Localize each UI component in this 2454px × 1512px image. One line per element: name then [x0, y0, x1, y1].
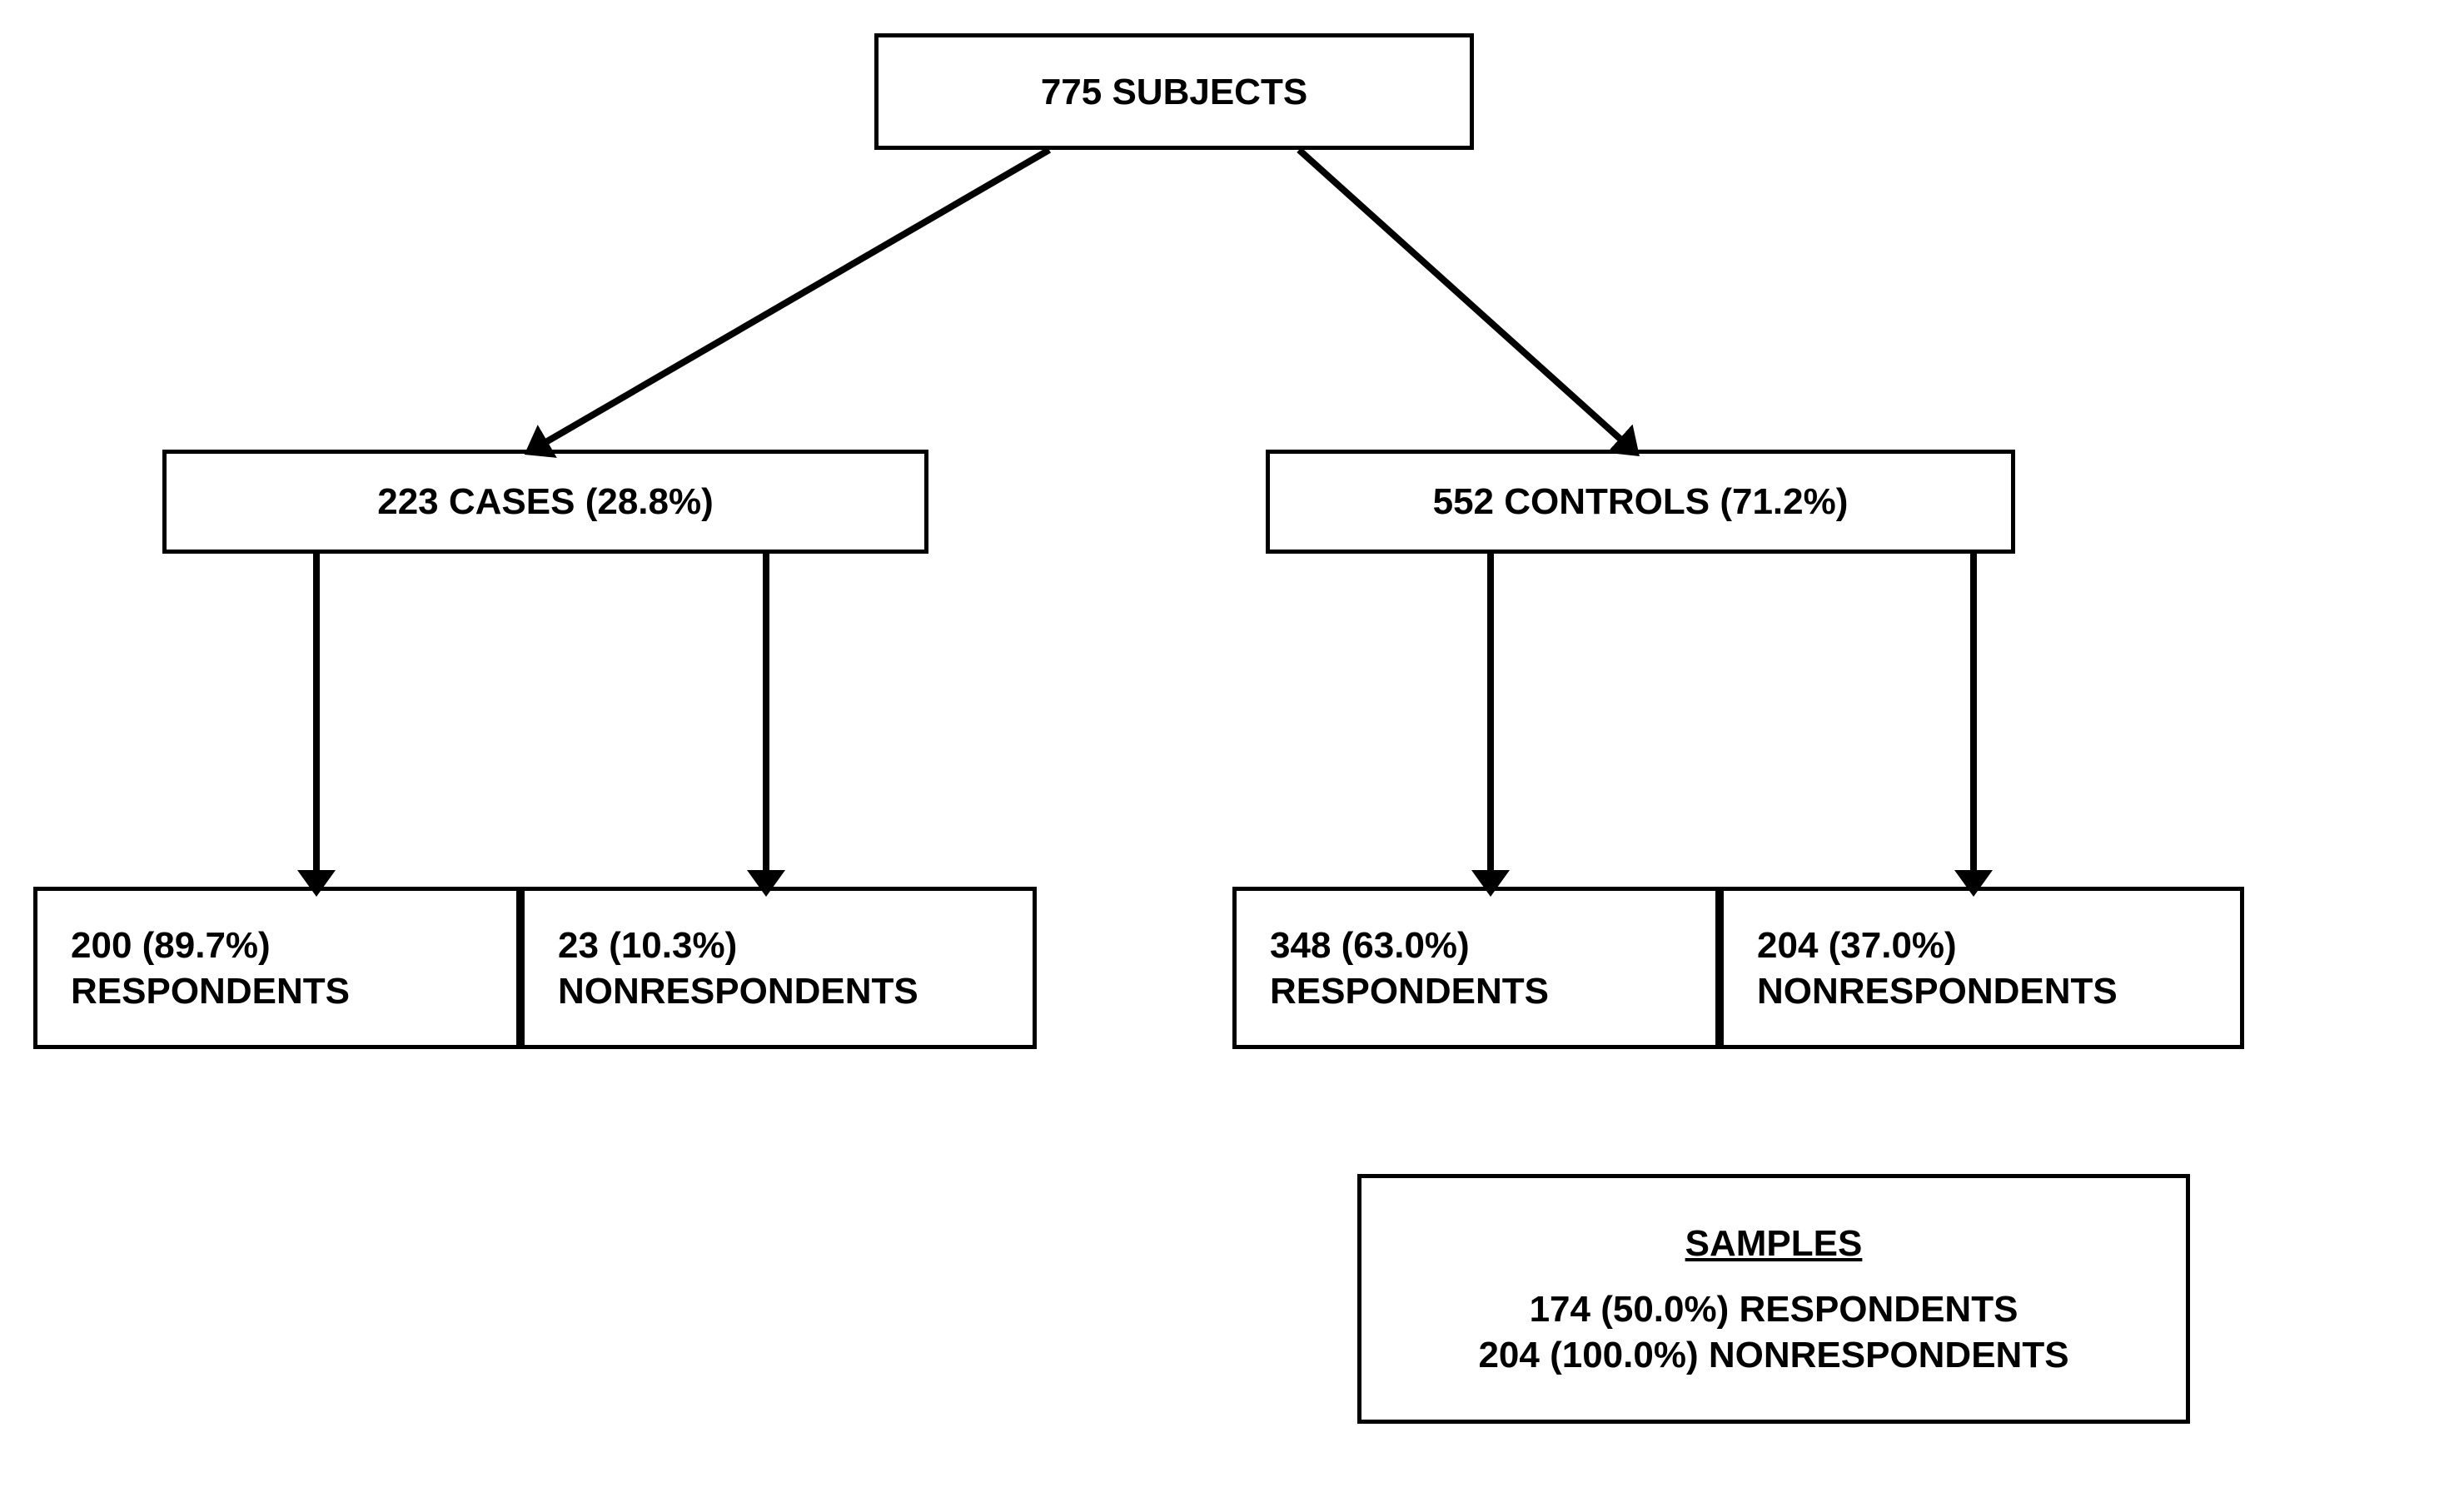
node-samples-nonrespondents: 204 (100.0%) NONRESPONDENTS	[1478, 1332, 2068, 1378]
node-controls-respondents-label: RESPONDENTS	[1270, 968, 1549, 1014]
node-subjects-label: 775 SUBJECTS	[1041, 69, 1307, 115]
node-controls-nonrespondents-label: NONRESPONDENTS	[1757, 968, 2118, 1014]
node-controls-label: 552 CONTROLS (71.2%)	[1433, 479, 1849, 525]
node-cases-respondents-count: 200 (89.7%)	[71, 923, 271, 968]
node-subjects: 775 SUBJECTS	[874, 33, 1474, 150]
edge-arrow	[533, 150, 1049, 450]
node-controls-respondents: 348 (63.0%) RESPONDENTS	[1232, 887, 1720, 1049]
node-cases-nonrespondents: 23 (10.3%) NONRESPONDENTS	[520, 887, 1037, 1049]
node-samples-respondents: 174 (50.0%) RESPONDENTS	[1530, 1286, 2018, 1332]
flowchart-canvas: 775 SUBJECTS 223 CASES (28.8%) 552 CONTR…	[0, 0, 2454, 1512]
node-cases: 223 CASES (28.8%)	[162, 450, 928, 554]
node-controls-nonrespondents: 204 (37.0%) NONRESPONDENTS	[1720, 887, 2244, 1049]
node-cases-respondents-label: RESPONDENTS	[71, 968, 350, 1014]
node-controls: 552 CONTROLS (71.2%)	[1266, 450, 2015, 554]
node-cases-nonrespondents-count: 23 (10.3%)	[558, 923, 737, 968]
node-cases-nonrespondents-label: NONRESPONDENTS	[558, 968, 918, 1014]
edge-arrow	[1299, 150, 1632, 450]
node-cases-label: 223 CASES (28.8%)	[377, 479, 714, 525]
node-controls-nonrespondents-count: 204 (37.0%)	[1757, 923, 1957, 968]
node-samples: SAMPLES 174 (50.0%) RESPONDENTS 204 (100…	[1357, 1174, 2190, 1424]
node-controls-respondents-count: 348 (63.0%)	[1270, 923, 1470, 968]
node-cases-respondents: 200 (89.7%) RESPONDENTS	[33, 887, 520, 1049]
node-samples-title: SAMPLES	[1685, 1221, 1863, 1266]
